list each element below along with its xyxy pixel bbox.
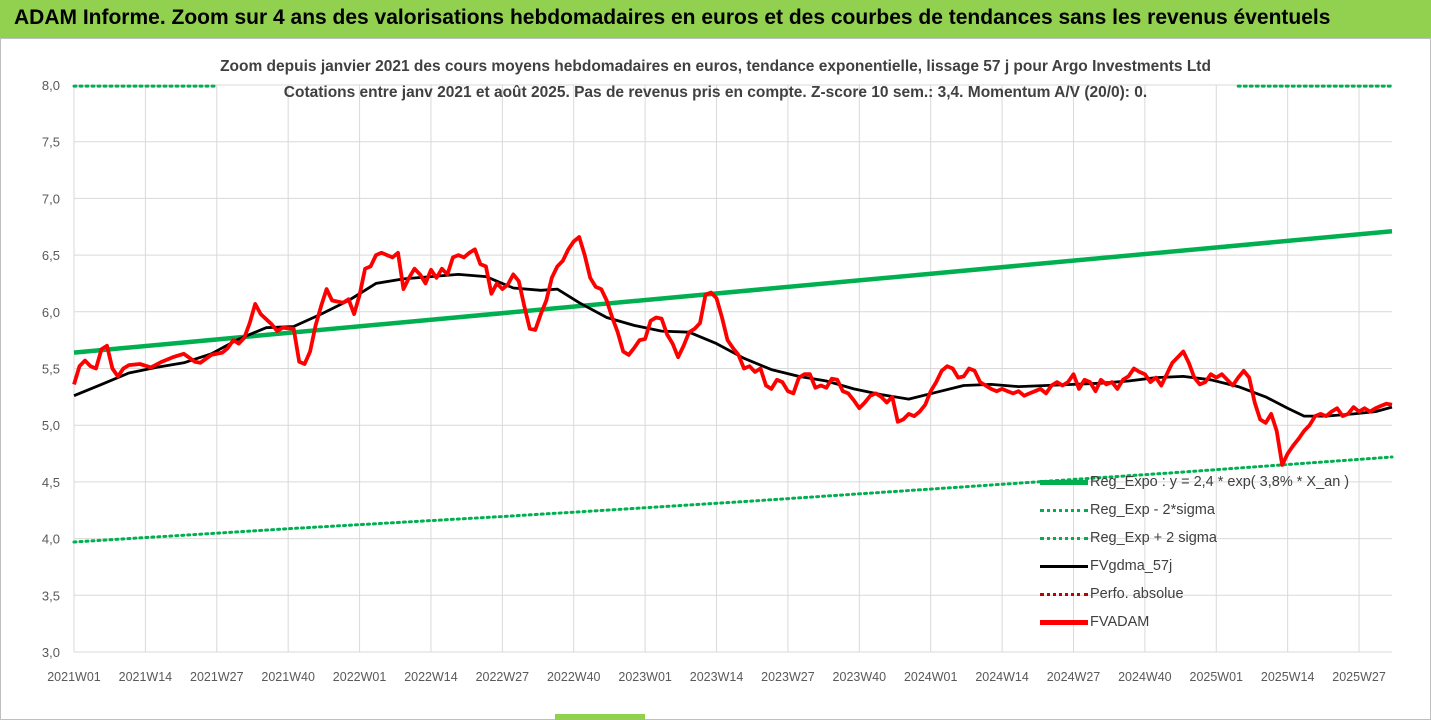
x-tick-label: 2022W14: [404, 670, 458, 684]
legend-item-perfo: Perfo. absolue: [1040, 580, 1420, 608]
legend-swatch-reg-exp-plus: [1040, 536, 1088, 540]
chart-subtitle-line1: Zoom depuis janvier 2021 des cours moyen…: [220, 58, 1211, 75]
y-axis-ticks: 3,0 3,5 4,0 4,5 5,0 5,5 6,0 6,5 7,0 7,5 8,0: [42, 78, 60, 660]
x-tick-label: 2025W01: [1190, 670, 1244, 684]
series-layer: [72, 84, 1394, 544]
legend-item-reg-expo: Reg_Expo : y = 2,4 * exp( 3,8% * X_an ): [1040, 468, 1420, 496]
x-tick-label: 2024W14: [975, 670, 1029, 684]
x-axis-ticks: 2021W01 2021W14 2021W27 2021W40 2022W01 2022W…: [47, 670, 1386, 684]
x-tick-label: 2025W27: [1332, 670, 1386, 684]
y-tick-label: 3,5: [42, 588, 60, 603]
gridlines: [73, 84, 1392, 653]
legend-item-fvgdma: FVgdma_57j: [1040, 552, 1420, 580]
x-tick-label: 2024W01: [904, 670, 958, 684]
legend-label-reg-expo: Reg_Expo : y = 2,4 * exp( 3,8% * X_an ): [1090, 474, 1350, 490]
series-3-line: [73, 273, 1393, 418]
legend-label-fvadam: FVADAM: [1090, 614, 1150, 630]
legend-item-reg-exp-plus: Reg_Exp + 2 sigma: [1040, 524, 1420, 552]
x-tick-label: 2022W27: [476, 670, 530, 684]
x-tick-label: 2022W01: [333, 670, 387, 684]
series-0-line: [73, 229, 1393, 355]
chart-legend: Reg_Expo : y = 2,4 * exp( 3,8% * X_an ) …: [1040, 468, 1420, 636]
legend-item-reg-exp-minus: Reg_Exp - 2*sigma: [1040, 496, 1420, 524]
bottom-accent-bar: [555, 714, 645, 720]
legend-label-reg-exp-minus: Reg_Exp - 2*sigma: [1090, 502, 1215, 518]
y-tick-label: 4,5: [42, 475, 60, 490]
y-tick-label: 7,0: [42, 191, 60, 206]
x-tick-label: 2022W40: [547, 670, 601, 684]
chart-subtitle-line2: Cotations entre janv 2021 et août 2025. …: [283, 84, 1148, 101]
x-tick-label: 2023W14: [690, 670, 744, 684]
legend-swatch-fvgdma: [1040, 564, 1088, 568]
legend-label-fvgdma: FVgdma_57j: [1090, 558, 1173, 574]
x-tick-label: 2021W14: [119, 670, 173, 684]
y-tick-label: 4,0: [42, 532, 60, 547]
series-5-line: [72, 235, 1393, 467]
y-tick-label: 3,0: [42, 645, 60, 660]
y-tick-label: 5,5: [42, 362, 60, 377]
y-tick-label: 5,0: [42, 418, 60, 433]
legend-label-reg-exp-plus: Reg_Exp + 2 sigma: [1090, 530, 1217, 546]
x-tick-label: 2023W40: [833, 670, 887, 684]
legend-swatch-fvadam: [1040, 619, 1088, 625]
legend-swatch-reg-exp-minus: [1040, 508, 1088, 512]
legend-swatch-reg-expo: [1040, 479, 1088, 485]
chart-area: [0, 38, 1431, 720]
x-tick-label: 2024W40: [1118, 670, 1172, 684]
y-tick-label: 8,0: [42, 78, 60, 93]
x-tick-label: 2024W27: [1047, 670, 1101, 684]
legend-label-perfo: Perfo. absolue: [1090, 586, 1184, 602]
y-tick-label: 7,5: [42, 135, 60, 150]
legend-item-fvadam: FVADAM: [1040, 608, 1420, 636]
x-tick-label: 2021W01: [47, 670, 101, 684]
legend-swatch-perfo: [1040, 592, 1088, 596]
x-tick-label: 2021W40: [261, 670, 315, 684]
x-tick-label: 2023W01: [618, 670, 672, 684]
x-tick-label: 2021W27: [190, 670, 244, 684]
report-title-banner: ADAM Informe. Zoom sur 4 ans des valoris…: [0, 0, 1431, 38]
x-tick-label: 2023W27: [761, 670, 815, 684]
report-title: ADAM Informe. Zoom sur 4 ans des valoris…: [14, 6, 1331, 29]
x-tick-label: 2025W14: [1261, 670, 1315, 684]
series-1-line: [72, 455, 1394, 544]
y-tick-label: 6,5: [42, 248, 60, 263]
y-tick-label: 6,0: [42, 305, 60, 320]
